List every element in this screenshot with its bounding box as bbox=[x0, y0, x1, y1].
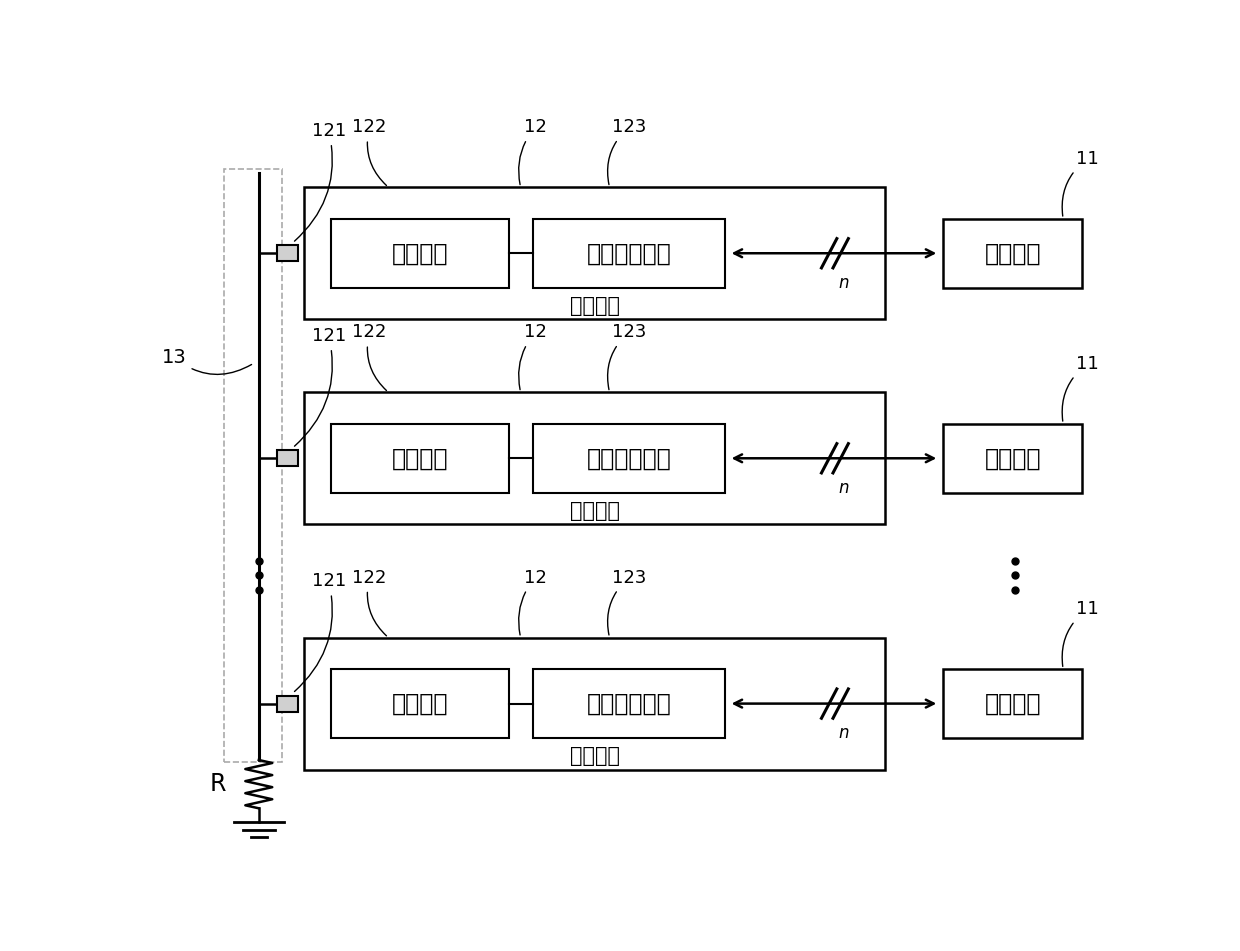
Bar bbox=[942, 219, 1083, 287]
Text: 121: 121 bbox=[294, 327, 346, 446]
Bar bbox=[533, 424, 725, 493]
Text: n: n bbox=[838, 478, 849, 496]
Text: n: n bbox=[838, 274, 849, 292]
Text: 检测单元: 检测单元 bbox=[392, 446, 448, 471]
Text: 123: 123 bbox=[608, 569, 646, 635]
Text: 供电端口: 供电端口 bbox=[985, 691, 1040, 715]
Text: 供电端口: 供电端口 bbox=[985, 242, 1040, 265]
Bar bbox=[533, 670, 725, 738]
Bar bbox=[277, 695, 298, 711]
Bar bbox=[304, 638, 885, 769]
Bar bbox=[331, 670, 508, 738]
Bar bbox=[331, 424, 508, 493]
Text: 控制模块: 控制模块 bbox=[569, 747, 620, 767]
Text: 11: 11 bbox=[1063, 150, 1099, 216]
Text: 12: 12 bbox=[518, 323, 547, 390]
Text: R: R bbox=[210, 772, 226, 796]
Text: 检测单元: 检测单元 bbox=[392, 242, 448, 265]
Bar bbox=[533, 219, 725, 287]
Bar bbox=[942, 670, 1083, 738]
Text: 控制模块: 控制模块 bbox=[569, 296, 620, 316]
Bar bbox=[942, 424, 1083, 493]
Text: 123: 123 bbox=[608, 119, 646, 184]
Text: n: n bbox=[838, 724, 849, 742]
Text: 协议处理单元: 协议处理单元 bbox=[587, 446, 671, 471]
Bar bbox=[331, 219, 508, 287]
Bar bbox=[224, 169, 281, 762]
Text: 11: 11 bbox=[1063, 355, 1099, 421]
Text: 121: 121 bbox=[294, 573, 346, 691]
Text: 122: 122 bbox=[352, 569, 387, 636]
Text: 检测单元: 检测单元 bbox=[392, 691, 448, 715]
Text: 控制模块: 控制模块 bbox=[569, 501, 620, 521]
Text: 122: 122 bbox=[352, 323, 387, 391]
Text: 121: 121 bbox=[294, 122, 346, 242]
Text: 13: 13 bbox=[162, 348, 252, 375]
Text: 123: 123 bbox=[608, 323, 646, 390]
Text: 协议处理单元: 协议处理单元 bbox=[587, 242, 671, 265]
Text: 12: 12 bbox=[518, 569, 547, 635]
Text: 11: 11 bbox=[1063, 600, 1099, 667]
Text: 供电端口: 供电端口 bbox=[985, 446, 1040, 471]
Text: 122: 122 bbox=[352, 119, 387, 185]
Bar bbox=[277, 245, 298, 262]
Text: 12: 12 bbox=[518, 119, 547, 184]
Bar bbox=[277, 450, 298, 466]
Bar bbox=[304, 393, 885, 524]
Bar bbox=[304, 187, 885, 320]
Text: 协议处理单元: 协议处理单元 bbox=[587, 691, 671, 715]
